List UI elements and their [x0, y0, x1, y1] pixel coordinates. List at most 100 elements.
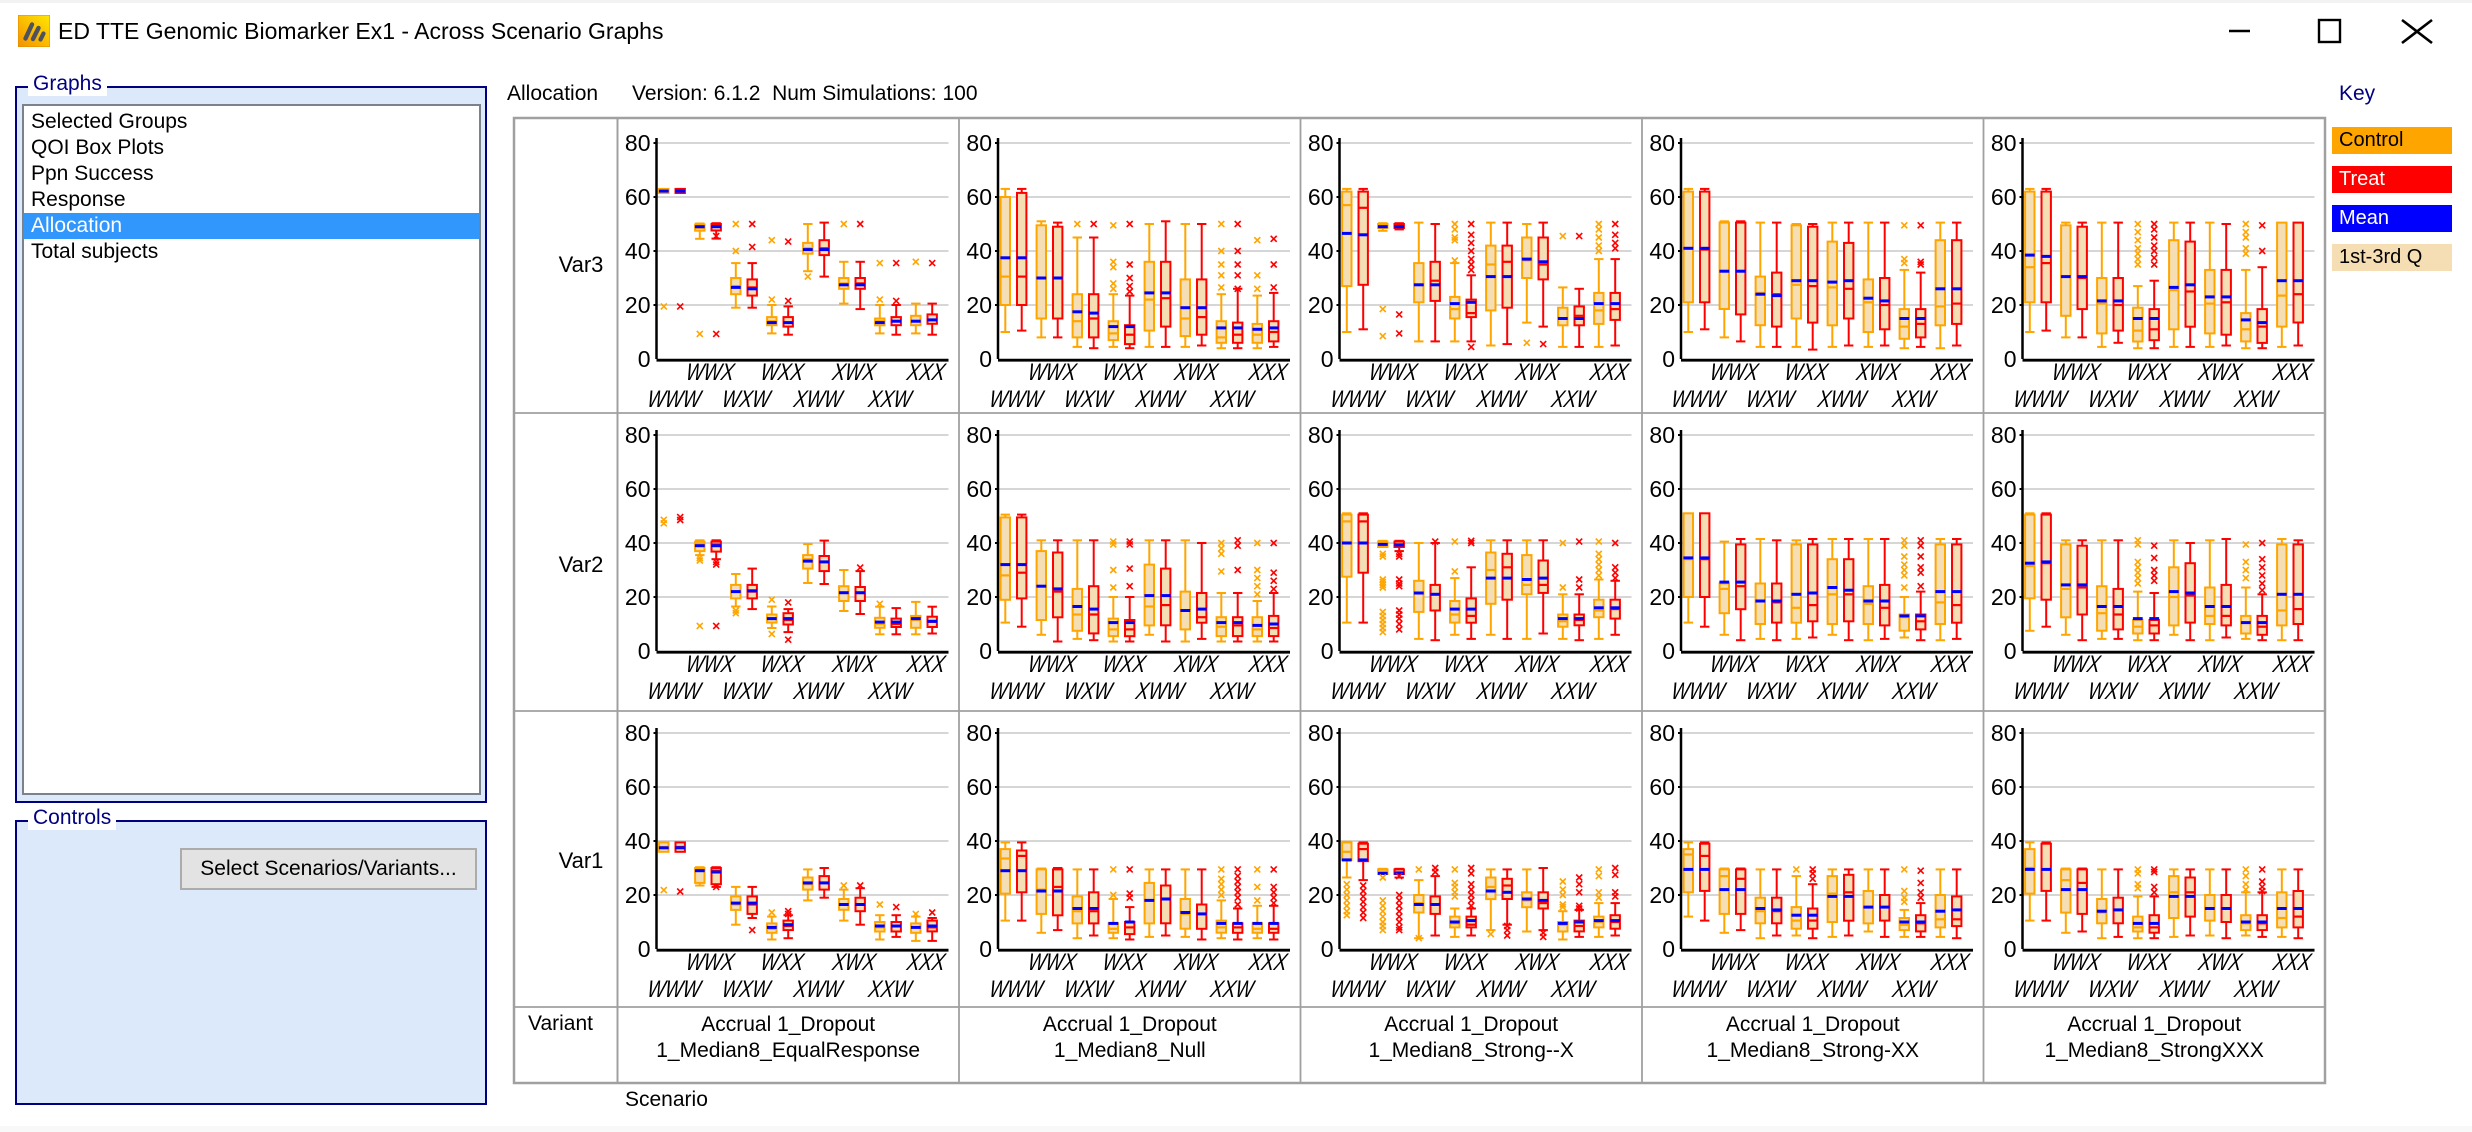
svg-text:40: 40 — [1991, 530, 2017, 556]
svg-text:XXX: XXX — [1587, 948, 1633, 975]
svg-text:40: 40 — [1308, 530, 1334, 556]
svg-text:0: 0 — [1662, 936, 1675, 962]
svg-text:80: 80 — [1991, 720, 2017, 746]
svg-text:60: 60 — [1649, 476, 1675, 502]
svg-text:WXX: WXX — [1099, 358, 1150, 385]
svg-text:WXW: WXW — [1060, 677, 1116, 704]
svg-text:WWX: WWX — [1365, 948, 1421, 975]
svg-text:XWW: XWW — [1132, 385, 1188, 412]
svg-text:80: 80 — [1649, 422, 1675, 448]
svg-text:XWW: XWW — [1132, 677, 1188, 704]
svg-text:0: 0 — [979, 638, 992, 664]
svg-text:1_Median8_Null: 1_Median8_Null — [1054, 1039, 1206, 1062]
svg-text:WXX: WXX — [1781, 358, 1832, 385]
svg-text:20: 20 — [1991, 292, 2017, 318]
svg-text:0: 0 — [2004, 638, 2017, 664]
svg-text:WWX: WWX — [1024, 650, 1080, 677]
svg-text:WWW: WWW — [2010, 677, 2071, 704]
svg-text:XXW: XXW — [1207, 385, 1258, 412]
svg-text:WXW: WXW — [1401, 975, 1457, 1002]
svg-text:WXX: WXX — [2123, 650, 2174, 677]
svg-text:40: 40 — [625, 828, 651, 854]
svg-text:20: 20 — [1308, 882, 1334, 908]
svg-text:XXW: XXW — [1207, 975, 1258, 1002]
svg-text:XXX: XXX — [1928, 948, 1974, 975]
svg-text:Accrual 1_Dropout: Accrual 1_Dropout — [701, 1013, 875, 1036]
svg-text:XWX: XWX — [1853, 650, 1904, 677]
svg-text:80: 80 — [625, 720, 651, 746]
svg-text:80: 80 — [1308, 130, 1334, 156]
svg-text:60: 60 — [966, 774, 992, 800]
svg-text:WXX: WXX — [757, 650, 808, 677]
svg-text:XXW: XXW — [1889, 385, 1940, 412]
svg-text:XWX: XWX — [1512, 948, 1563, 975]
svg-text:XWW: XWW — [2156, 385, 2212, 412]
svg-text:60: 60 — [1308, 774, 1334, 800]
svg-text:60: 60 — [1308, 476, 1334, 502]
svg-text:40: 40 — [1308, 828, 1334, 854]
svg-text:Var3: Var3 — [559, 252, 604, 277]
svg-text:WWW: WWW — [986, 975, 1047, 1002]
svg-text:XWW: XWW — [2156, 975, 2212, 1002]
svg-text:XWX: XWX — [1512, 650, 1563, 677]
svg-text:40: 40 — [1649, 530, 1675, 556]
svg-text:XXX: XXX — [904, 948, 950, 975]
svg-text:XWW: XWW — [1132, 975, 1188, 1002]
svg-text:XXX: XXX — [2270, 358, 2316, 385]
svg-text:WXW: WXW — [718, 677, 774, 704]
svg-text:WWW: WWW — [644, 677, 705, 704]
svg-text:WXX: WXX — [1440, 948, 1491, 975]
svg-text:XWW: XWW — [1473, 385, 1529, 412]
svg-text:WXW: WXW — [718, 385, 774, 412]
svg-text:Accrual 1_Dropout: Accrual 1_Dropout — [2067, 1013, 2241, 1036]
svg-text:WWX: WWX — [1024, 948, 1080, 975]
svg-text:60: 60 — [1649, 774, 1675, 800]
svg-text:WXX: WXX — [1781, 650, 1832, 677]
svg-text:XXW: XXW — [865, 975, 916, 1002]
svg-text:XXX: XXX — [2270, 948, 2316, 975]
svg-text:WXX: WXX — [1781, 948, 1832, 975]
svg-text:WWW: WWW — [644, 975, 705, 1002]
svg-text:XXW: XXW — [2231, 975, 2282, 1002]
svg-text:80: 80 — [1308, 422, 1334, 448]
svg-text:XXX: XXX — [904, 358, 950, 385]
svg-text:WXW: WXW — [1401, 677, 1457, 704]
svg-text:WWX: WWX — [1706, 948, 1762, 975]
svg-text:XWX: XWX — [1853, 948, 1904, 975]
svg-text:WWX: WWX — [682, 650, 738, 677]
svg-text:WXW: WXW — [2084, 677, 2140, 704]
svg-text:XXX: XXX — [1928, 650, 1974, 677]
svg-text:60: 60 — [1649, 184, 1675, 210]
svg-text:XXW: XXW — [1548, 975, 1599, 1002]
svg-text:XXW: XXW — [1889, 677, 1940, 704]
svg-text:WWX: WWX — [1706, 358, 1762, 385]
svg-text:WWW: WWW — [1327, 677, 1388, 704]
svg-text:XXX: XXX — [1246, 650, 1292, 677]
svg-text:60: 60 — [1991, 184, 2017, 210]
svg-text:0: 0 — [638, 936, 651, 962]
svg-text:60: 60 — [625, 184, 651, 210]
svg-text:WWX: WWX — [682, 948, 738, 975]
svg-text:20: 20 — [1991, 882, 2017, 908]
svg-text:20: 20 — [966, 882, 992, 908]
svg-text:20: 20 — [1649, 292, 1675, 318]
svg-text:1_Median8_Strong-XX: 1_Median8_Strong-XX — [1707, 1039, 1919, 1062]
svg-text:20: 20 — [966, 584, 992, 610]
svg-text:60: 60 — [966, 476, 992, 502]
svg-text:60: 60 — [1991, 774, 2017, 800]
svg-text:40: 40 — [1649, 828, 1675, 854]
svg-text:XXX: XXX — [1587, 650, 1633, 677]
svg-text:Accrual 1_Dropout: Accrual 1_Dropout — [1384, 1013, 1558, 1036]
svg-text:WXW: WXW — [2084, 975, 2140, 1002]
svg-text:WXX: WXX — [2123, 948, 2174, 975]
svg-text:0: 0 — [1321, 936, 1334, 962]
svg-text:WWX: WWX — [1365, 358, 1421, 385]
svg-text:20: 20 — [1649, 882, 1675, 908]
svg-text:WXW: WXW — [2084, 385, 2140, 412]
svg-text:XWX: XWX — [829, 358, 880, 385]
svg-text:WXX: WXX — [1440, 358, 1491, 385]
svg-text:XWW: XWW — [790, 677, 846, 704]
svg-text:WWW: WWW — [1327, 975, 1388, 1002]
svg-text:XXW: XXW — [1889, 975, 1940, 1002]
svg-text:XWW: XWW — [1814, 677, 1870, 704]
